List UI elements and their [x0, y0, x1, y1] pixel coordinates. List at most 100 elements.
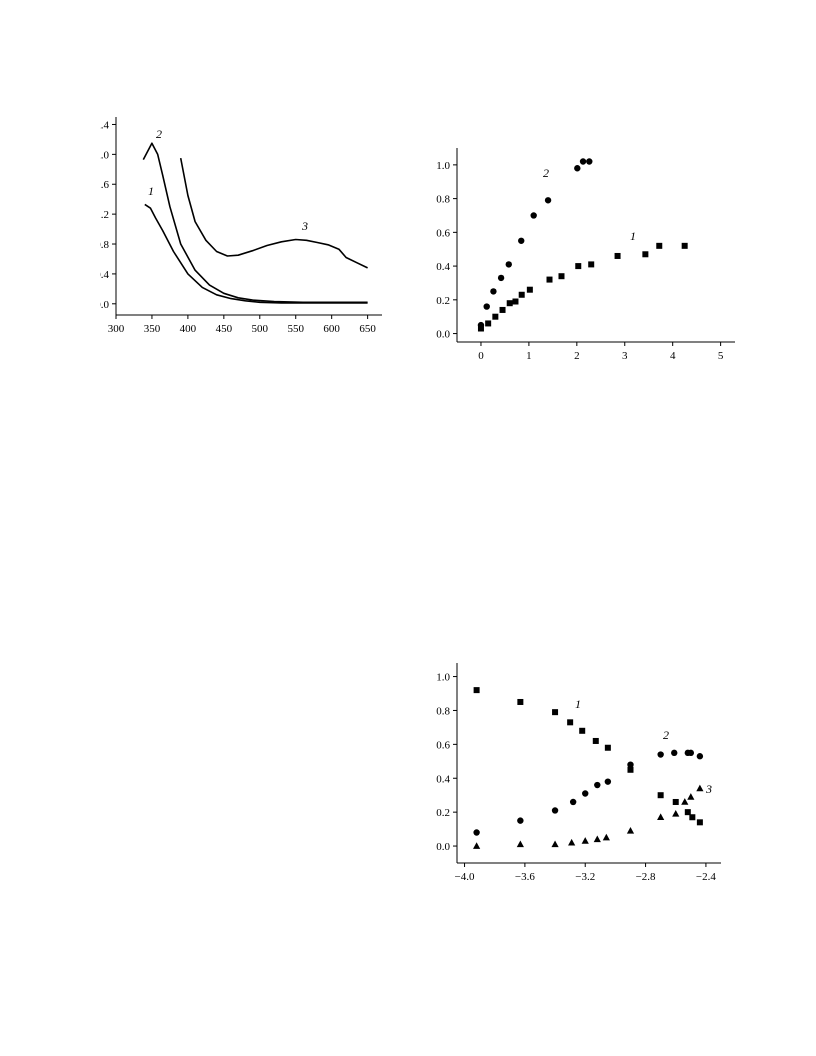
data-point-circle [505, 261, 512, 268]
data-point-square [567, 719, 574, 726]
series-label-3: 3 [705, 782, 712, 796]
data-point-triangle [593, 835, 601, 843]
series-label-1: 1 [575, 697, 581, 711]
data-point-square [588, 261, 595, 268]
data-point-square [499, 306, 506, 313]
data-point-square [506, 300, 513, 307]
data-point-circle [582, 790, 589, 797]
data-point-circle [530, 212, 537, 219]
data-point-square [604, 744, 611, 751]
data-point-triangle [602, 833, 610, 841]
data-point-circle [594, 781, 601, 789]
y-tick-label: 0.8 [436, 194, 450, 206]
data-point-square [642, 251, 649, 258]
y-tick-label: 0.2 [436, 807, 450, 819]
data-point-square [552, 709, 559, 716]
series-line-2 [142, 142, 368, 304]
y-tick-label: 0.6 [436, 739, 450, 751]
data-point-square [627, 766, 634, 773]
data-point-triangle [672, 810, 680, 817]
x-tick-label: −3.2 [575, 871, 595, 883]
data-point-circle [627, 761, 634, 768]
data-point-square [672, 798, 679, 805]
y-tick-label: 0.6 [436, 227, 450, 239]
data-point-circle [483, 303, 490, 310]
data-point-triangle [473, 842, 481, 849]
scatter-chart-top: 0 1 2 3 4 5 0.0 0.2 0.4 0.6 0.8 1.0 1 2 [436, 148, 735, 362]
data-point-triangle [551, 840, 559, 848]
y-tick-label: 1.0 [436, 160, 450, 172]
series-label-1: 1 [630, 229, 636, 243]
data-point-circle [544, 197, 552, 204]
x-tick-label: −3.6 [515, 871, 535, 883]
data-point-triangle [626, 826, 635, 834]
data-point-circle [473, 829, 480, 836]
series-label-2: 2 [543, 166, 549, 180]
data-point-square [656, 242, 663, 249]
x-tick-label: 300 [108, 323, 125, 335]
x-tick-label: 4 [670, 350, 676, 362]
x-tick-label: 3 [622, 350, 628, 362]
y-tick-label: 1.6 [100, 179, 110, 191]
data-point-square [579, 727, 586, 734]
data-point-square [681, 242, 688, 249]
data-point-circle [604, 778, 612, 785]
series-label-2: 2 [156, 127, 162, 141]
data-point-circle [574, 165, 581, 172]
line-chart: 300 350 400 450 500 550 600 650 0.0 0.4 0.8 1.2 1.6 2… [100, 117, 382, 335]
data-point-circle [579, 158, 587, 165]
data-point-triangle [696, 784, 704, 792]
data-point-circle [551, 807, 559, 814]
data-point-square [512, 298, 519, 305]
series-label-3: 3 [301, 219, 308, 233]
y-tick-label: 1.0 [436, 672, 450, 684]
data-point-square [657, 792, 664, 799]
y-tick-label: 0.8 [436, 705, 450, 717]
y-tick-label: 0.4 [100, 269, 110, 281]
data-point-square [689, 814, 696, 821]
data-point-circle [490, 288, 497, 295]
y-tick-label: 0.4 [436, 773, 450, 785]
data-point-square [575, 263, 582, 270]
x-tick-label: −2.8 [636, 871, 656, 883]
data-point-square [546, 276, 553, 283]
data-point-square [558, 273, 565, 280]
scatter-chart-bottom: −4.0 −3.6 −3.2 −2.8 −2.4 0.0 0.2 0.4 0.6 0.8 1.0 1 2… [436, 663, 721, 883]
data-point-triangle [681, 798, 689, 805]
series-label-1: 1 [148, 184, 154, 198]
data-point-square [492, 313, 499, 320]
data-point-circle [657, 751, 664, 758]
data-point-triangle [687, 793, 695, 800]
data-point-square [473, 687, 480, 694]
data-point-square [684, 809, 691, 816]
y-tick-label: 0.2 [436, 295, 450, 307]
data-point-circle [687, 749, 695, 757]
data-point-circle [671, 749, 678, 757]
y-tick-label: 0.0 [436, 329, 450, 341]
data-point-circle [586, 158, 593, 165]
x-tick-label: −2.4 [696, 871, 716, 883]
data-point-triangle [568, 838, 576, 846]
series-line-1 [144, 203, 368, 304]
y-tick-label: 0.0 [100, 299, 110, 311]
data-point-circle [569, 798, 577, 806]
x-tick-label: 5 [718, 350, 724, 362]
data-point-circle [497, 274, 505, 282]
x-tick-label: 1 [526, 350, 532, 362]
data-point-triangle [657, 813, 665, 821]
y-tick-label: 0.4 [436, 261, 450, 273]
series-line-3 [179, 157, 368, 269]
y-tick-label: 2.0 [100, 149, 110, 161]
x-tick-label: 2 [574, 350, 580, 362]
x-tick-label: 600 [323, 323, 340, 335]
y-tick-label: 2.4 [100, 119, 110, 131]
series-label-2: 2 [663, 728, 669, 742]
data-point-circle [517, 817, 524, 824]
data-point-square [485, 320, 492, 327]
data-point-triangle [581, 837, 589, 844]
x-tick-label: 400 [180, 323, 197, 335]
x-tick-label: 550 [287, 323, 304, 335]
data-point-square [477, 325, 484, 332]
data-point-square [526, 286, 533, 293]
data-point-circle [477, 321, 485, 329]
